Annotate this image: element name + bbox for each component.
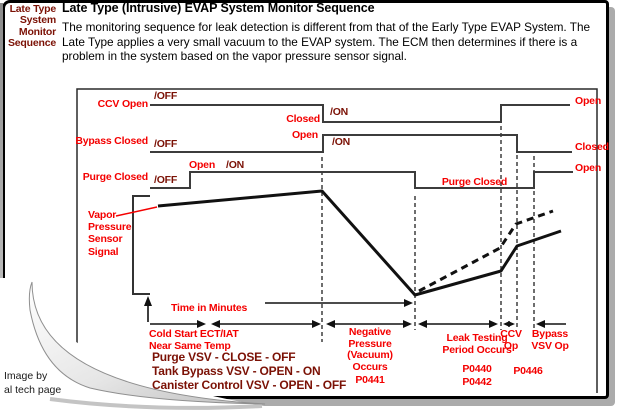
ccv-closed-state: Closed bbox=[286, 113, 320, 125]
dtc-p0446: P0446 bbox=[513, 365, 543, 377]
cold-start-note: Cold Start ECT/IAT Near Same Temp bbox=[149, 328, 239, 352]
bypass-open-mid-state: Open bbox=[291, 129, 318, 141]
purge-closed-mid-state: Purge Closed bbox=[441, 176, 508, 188]
dtc-p0441: P0441 bbox=[355, 374, 385, 386]
dtc-p0440-p0442: P0440 P0442 bbox=[462, 363, 492, 388]
vsv-legend-purge: Purge VSV - CLOSE - OFF bbox=[152, 350, 296, 364]
ccv-trace-label: CCV Open bbox=[97, 98, 149, 110]
ccv-open-end-state: Open bbox=[575, 95, 602, 107]
time-axis-arrow bbox=[265, 299, 413, 307]
vsv-legend-canister: Canister Control VSV - OPEN - OFF bbox=[152, 378, 347, 392]
image-credit: Image by al tech page bbox=[4, 370, 62, 396]
ccv-op-note: CCV Op bbox=[500, 328, 522, 352]
bypass-closed-end-state: Closed bbox=[575, 141, 609, 153]
bypass-trace-label: Bypass Closed bbox=[75, 135, 148, 147]
bypass-off-state: /OFF bbox=[154, 138, 178, 150]
negative-pressure-note: Negative Pressure (Vacuum) Occurs bbox=[347, 326, 393, 373]
phase-span-arrows bbox=[150, 320, 566, 328]
vapor-signal-label: Vapor Pressure Sensor Signal bbox=[88, 209, 132, 258]
ccv-off-state: /OFF bbox=[154, 90, 178, 102]
curl-backdrop bbox=[0, 278, 270, 412]
purge-off-state: /OFF bbox=[154, 174, 178, 186]
signal-bracket bbox=[132, 195, 150, 295]
ccv-on-state: /ON bbox=[330, 106, 349, 118]
curl-flap bbox=[28, 281, 266, 405]
time-axis-label: Time in Minutes bbox=[171, 302, 248, 314]
sidebar-section-label: Late Type System Monitor Sequence bbox=[7, 3, 56, 50]
ccv-trace bbox=[150, 104, 570, 123]
purge-open-mid-state: Open bbox=[189, 159, 216, 171]
purge-trace-label: Purge Closed bbox=[82, 171, 148, 183]
purge-on-state: /ON bbox=[226, 159, 245, 171]
page-title: Late Type (Intrusive) EVAP System Monito… bbox=[62, 1, 375, 15]
purge-trace bbox=[150, 171, 573, 189]
intro-paragraph: The monitoring sequence for leak detecti… bbox=[62, 20, 591, 64]
diagram-box bbox=[76, 88, 598, 393]
bypass-trace bbox=[150, 134, 572, 153]
cold-start-arrow bbox=[144, 296, 152, 322]
purge-open-end-state: Open bbox=[575, 162, 602, 174]
page-left-bevel bbox=[0, 3, 3, 399]
vapor-label-leader bbox=[115, 206, 158, 217]
leak-testing-note: Leak Testing Period Occurs bbox=[442, 332, 512, 356]
page-frame bbox=[2, 0, 609, 399]
vapor-signal-solid bbox=[157, 189, 562, 297]
vsv-legend-bypass: Tank Bypass VSV - OPEN - ON bbox=[152, 364, 321, 378]
bypass-on-state: /ON bbox=[332, 136, 351, 148]
bypass-op-note: Bypass VSV Op bbox=[531, 328, 569, 352]
curl-shadow bbox=[49, 397, 263, 410]
